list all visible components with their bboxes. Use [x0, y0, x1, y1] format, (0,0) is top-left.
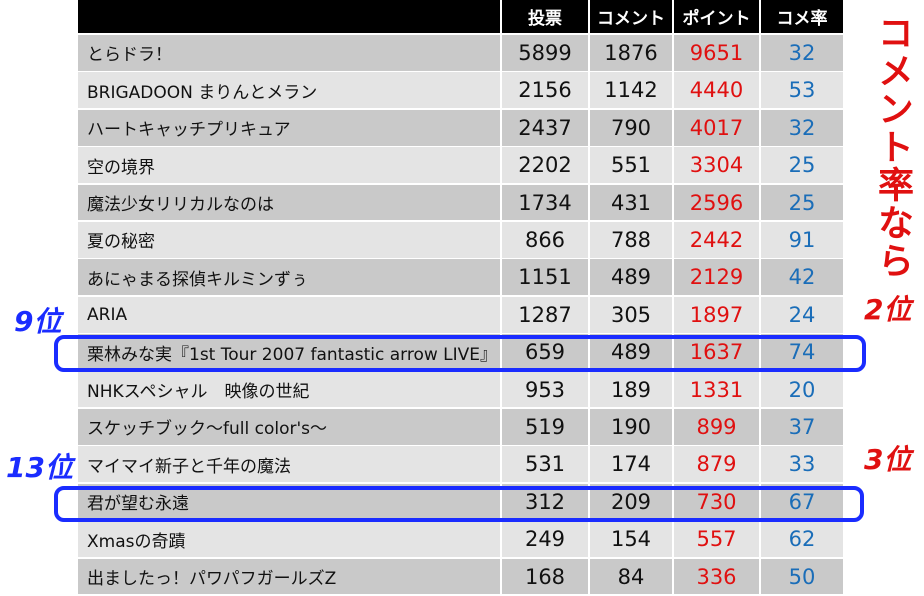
header-cell: ポイント	[674, 0, 759, 33]
number-cell: 24	[761, 296, 843, 333]
number-cell: 25	[761, 147, 843, 184]
number-cell: 336	[674, 558, 759, 595]
number-cell: 2437	[502, 109, 588, 146]
number-cell: 62	[761, 521, 843, 558]
title-cell: 空の境界	[78, 147, 500, 184]
number-cell: 305	[590, 296, 672, 333]
number-cell: 168	[502, 558, 588, 595]
number-cell: 20	[761, 371, 843, 408]
title-cell: 出ましたっ！パワパフガールズZ	[78, 558, 500, 595]
number-cell: 2596	[674, 184, 759, 221]
number-cell: 1142	[590, 72, 672, 109]
number-cell: 154	[590, 521, 672, 558]
number-cell: 3304	[674, 147, 759, 184]
number-cell: 2442	[674, 222, 759, 258]
number-cell: 53	[761, 72, 843, 109]
number-cell: 730	[674, 483, 759, 520]
number-cell: 74	[761, 334, 843, 371]
number-cell: 1734	[502, 184, 588, 221]
number-cell: 2202	[502, 147, 588, 184]
number-cell: 33	[761, 446, 843, 483]
number-cell: 5899	[502, 35, 588, 71]
rank-label: 3位	[864, 443, 912, 476]
number-cell: 551	[590, 147, 672, 184]
header-cell	[78, 0, 500, 33]
title-cell: とらドラ！	[78, 35, 500, 71]
number-cell: 879	[674, 446, 759, 483]
number-cell: 489	[590, 259, 672, 296]
number-cell: 953	[502, 371, 588, 408]
number-cell: 557	[674, 521, 759, 558]
title-cell: スケッチブック〜full color's〜	[78, 409, 500, 445]
number-cell: 2129	[674, 259, 759, 296]
title-cell: 夏の秘密	[78, 222, 500, 258]
number-cell: 32	[761, 109, 843, 146]
title-cell: ハートキャッチプリキュア	[78, 109, 500, 146]
number-cell: 249	[502, 521, 588, 558]
number-cell: 312	[502, 483, 588, 520]
rank-label: 13位	[6, 451, 73, 484]
number-cell: 531	[502, 446, 588, 483]
rank-label: 9位	[14, 305, 62, 338]
number-cell: 866	[502, 222, 588, 258]
title-cell: BRIGADOON まりんとメラン	[78, 72, 500, 109]
number-cell: 1151	[502, 259, 588, 296]
number-cell: 489	[590, 334, 672, 371]
number-cell: 431	[590, 184, 672, 221]
number-cell: 42	[761, 259, 843, 296]
rank-label: 2位	[864, 293, 912, 326]
number-cell: 659	[502, 334, 588, 371]
header-cell: コメント	[590, 0, 672, 33]
title-cell: NHKスペシャル 映像の世紀	[78, 371, 500, 408]
title-cell: Xmasの奇蹟	[78, 521, 500, 558]
number-cell: 1331	[674, 371, 759, 408]
title-cell: 栗林みな実『1st Tour 2007 fantastic arrow LIVE…	[78, 334, 500, 371]
number-cell: 209	[590, 483, 672, 520]
title-cell: あにゃまる探偵キルミンずぅ	[78, 259, 500, 296]
number-cell: 1897	[674, 296, 759, 333]
number-cell: 67	[761, 483, 843, 520]
title-cell: マイマイ新子と千年の魔法	[78, 446, 500, 483]
number-cell: 37	[761, 409, 843, 445]
number-cell: 1287	[502, 296, 588, 333]
number-cell: 189	[590, 371, 672, 408]
number-cell: 790	[590, 109, 672, 146]
number-cell: 2156	[502, 72, 588, 109]
number-cell: 1876	[590, 35, 672, 71]
header-cell: 投票	[502, 0, 588, 33]
number-cell: 25	[761, 184, 843, 221]
number-cell: 190	[590, 409, 672, 445]
title-cell: 魔法少女リリカルなのは	[78, 184, 500, 221]
header-cell: コメ率	[761, 0, 843, 33]
number-cell: 4017	[674, 109, 759, 146]
number-cell: 1637	[674, 334, 759, 371]
side-note: コメント率なら	[872, 14, 913, 280]
number-cell: 519	[502, 409, 588, 445]
title-cell: 君が望む永遠	[78, 483, 500, 520]
number-cell: 91	[761, 222, 843, 258]
number-cell: 50	[761, 558, 843, 595]
number-cell: 174	[590, 446, 672, 483]
number-cell: 788	[590, 222, 672, 258]
number-cell: 899	[674, 409, 759, 445]
title-cell: ARIA	[78, 296, 500, 333]
number-cell: 9651	[674, 35, 759, 71]
number-cell: 4440	[674, 72, 759, 109]
number-cell: 32	[761, 35, 843, 71]
number-cell: 84	[590, 558, 672, 595]
